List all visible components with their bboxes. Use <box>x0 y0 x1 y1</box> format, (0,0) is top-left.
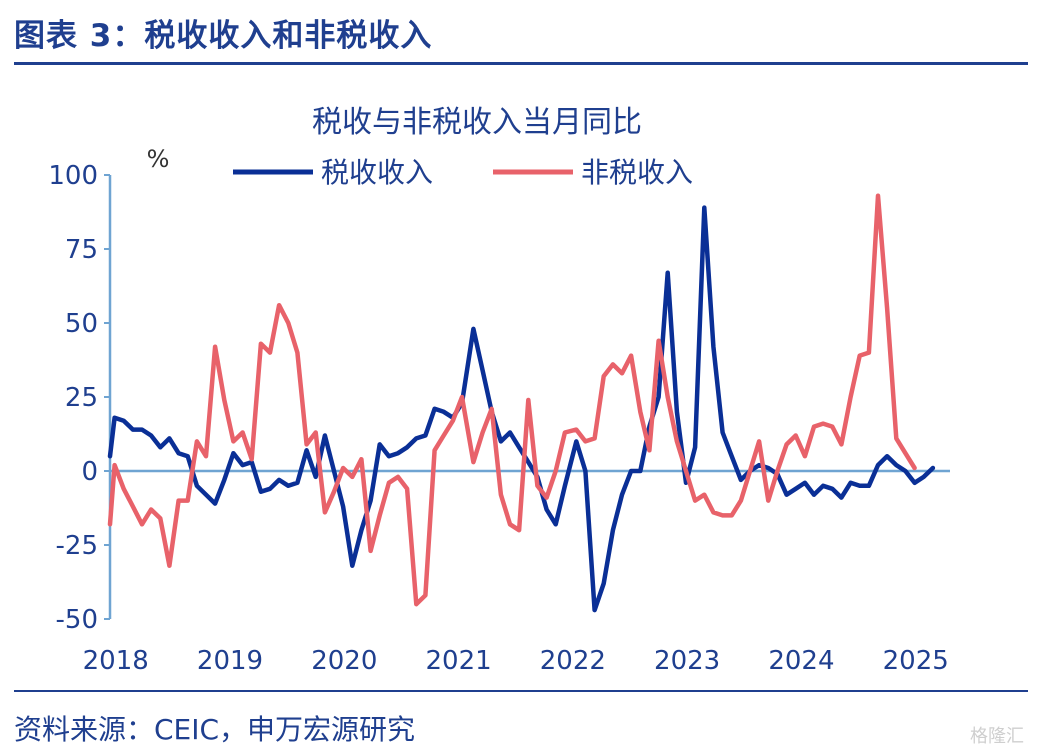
x-tick-label: 2021 <box>425 646 491 676</box>
y-tick-label: -50 <box>56 605 98 635</box>
y-tick-label: -25 <box>56 531 98 561</box>
y-tick-label: 100 <box>48 161 98 191</box>
y-tick-label: 75 <box>65 235 98 265</box>
tax-revenue-line <box>107 205 936 613</box>
top-rule <box>14 62 1028 65</box>
figure-title: 图表 3：税收收入和非税收入 <box>14 18 433 54</box>
axes: 100 75 50 25 0 -25 -50 2018 2019 2020 2021 2022 2023… <box>48 161 950 676</box>
nontax-revenue-line <box>107 193 917 607</box>
bottom-rule <box>14 690 1028 692</box>
y-tick-label: 25 <box>65 383 98 413</box>
x-tick-label: 2022 <box>540 646 606 676</box>
y-tick-label: 0 <box>81 457 98 487</box>
chart-title: 税收与非税收入当月同比 <box>312 105 642 140</box>
y-axis-unit: % <box>147 145 170 173</box>
x-tick-label: 2018 <box>83 646 149 676</box>
x-tick-label: 2020 <box>311 646 377 676</box>
legend-label-tax: 税收收入 <box>321 156 433 189</box>
legend-label-nontax: 非税收入 <box>581 156 693 189</box>
x-tick-label: 2019 <box>197 646 263 676</box>
series-layer <box>107 193 936 613</box>
legend: 税收收入 非税收入 <box>233 156 693 189</box>
x-tick-label: 2024 <box>768 646 834 676</box>
x-tick-label: 2025 <box>883 646 949 676</box>
y-tick-label: 50 <box>65 309 98 339</box>
x-tick-label: 2023 <box>654 646 720 676</box>
source-note: 资料来源：CEIC，申万宏源研究 <box>14 713 416 746</box>
watermark: 格隆汇 <box>970 726 1024 747</box>
